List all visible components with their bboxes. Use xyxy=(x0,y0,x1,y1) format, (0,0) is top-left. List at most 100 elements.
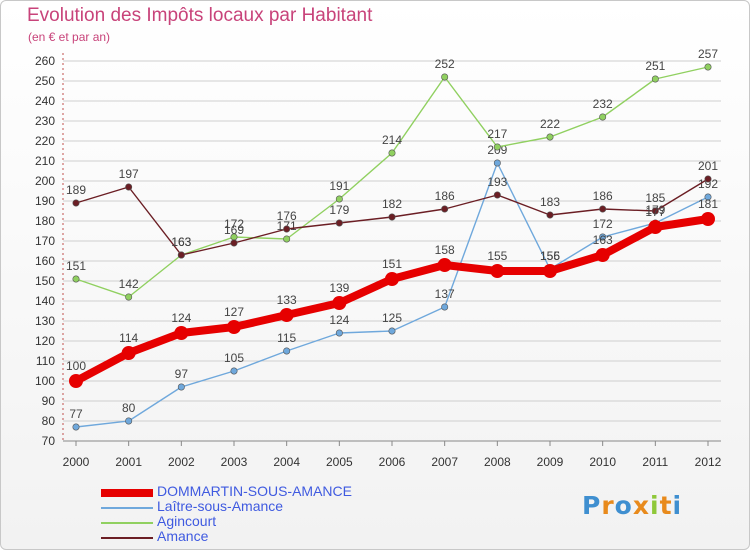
data-point xyxy=(441,73,449,81)
data-label: 142 xyxy=(119,277,139,291)
data-point xyxy=(388,213,396,221)
data-point xyxy=(701,212,715,226)
data-point xyxy=(72,423,80,431)
data-label: 172 xyxy=(593,217,613,231)
data-label: 183 xyxy=(540,195,560,209)
legend-label: Laître-sous-Amance xyxy=(157,498,284,514)
logo-letter: i xyxy=(672,491,683,520)
data-point xyxy=(385,272,399,286)
data-label: 155 xyxy=(540,249,560,263)
data-label: 217 xyxy=(487,127,507,141)
legend-label: Amance xyxy=(157,528,209,544)
data-label: 185 xyxy=(645,191,665,205)
data-point xyxy=(174,326,189,340)
data-label: 257 xyxy=(698,47,718,61)
data-point xyxy=(490,264,505,278)
data-label: 133 xyxy=(277,293,297,307)
logo-letter: t xyxy=(659,491,673,520)
data-point xyxy=(441,205,449,213)
x-tick-label: 2011 xyxy=(642,455,668,469)
data-point xyxy=(651,75,659,83)
x-tick-label: 2006 xyxy=(379,455,406,469)
data-point xyxy=(121,346,136,360)
legend-label: Agincourt xyxy=(157,513,217,529)
data-label: 179 xyxy=(329,203,349,217)
data-point xyxy=(651,207,659,215)
data-point xyxy=(283,235,291,243)
data-label: 151 xyxy=(382,257,402,271)
data-label: 100 xyxy=(66,359,86,373)
legend-swatch xyxy=(101,489,153,497)
data-point xyxy=(599,205,607,213)
data-label: 214 xyxy=(382,133,402,147)
data-label: 192 xyxy=(698,177,718,191)
y-tick-label: 210 xyxy=(35,154,55,168)
data-label: 177 xyxy=(645,205,665,219)
data-label: 251 xyxy=(645,59,665,73)
data-label: 197 xyxy=(119,167,139,181)
data-label: 189 xyxy=(66,183,86,197)
grid-lines xyxy=(63,60,721,442)
data-point xyxy=(283,225,291,233)
data-point xyxy=(69,374,83,388)
x-tick-label: 2001 xyxy=(115,455,142,469)
x-tick-label: 2000 xyxy=(63,455,90,469)
data-point xyxy=(599,233,607,241)
data-point xyxy=(230,239,238,247)
logo-letter: P xyxy=(582,491,602,520)
data-point xyxy=(441,303,449,311)
data-label: 115 xyxy=(277,331,296,345)
data-point xyxy=(546,211,554,219)
data-point xyxy=(125,417,133,425)
y-tick-label: 150 xyxy=(35,274,55,288)
data-point xyxy=(125,293,133,301)
data-label: 182 xyxy=(382,197,402,211)
logo-letter: x xyxy=(632,491,650,520)
data-point xyxy=(177,383,185,391)
data-label: 252 xyxy=(435,57,455,71)
x-tick-label: 2009 xyxy=(537,455,564,469)
data-label: 169 xyxy=(224,223,244,237)
data-label: 172 xyxy=(224,217,244,231)
x-tick-label: 2012 xyxy=(695,455,722,469)
y-tick-label: 220 xyxy=(35,134,55,148)
chart-subtitle: (en € et par an) xyxy=(28,30,111,44)
y-tick-label: 250 xyxy=(35,74,55,88)
data-point xyxy=(125,183,133,191)
data-point xyxy=(546,133,554,141)
y-tick-label: 100 xyxy=(35,374,55,388)
logo-letter: i xyxy=(650,491,660,520)
y-tick-label: 90 xyxy=(42,394,56,408)
data-label: 176 xyxy=(277,209,297,223)
data-point xyxy=(279,308,294,322)
y-tick-label: 230 xyxy=(35,114,55,128)
x-tick-label: 2007 xyxy=(431,455,458,469)
data-point xyxy=(335,195,343,203)
x-tick-label: 2005 xyxy=(326,455,353,469)
data-label: 139 xyxy=(329,281,349,295)
y-tick-label: 80 xyxy=(42,414,56,428)
y-tick-label: 70 xyxy=(42,434,56,448)
data-point xyxy=(230,367,238,375)
series-dommartin: 100 114 124 127 133 139 151 158 155 155 163 177 181 xyxy=(66,197,718,388)
data-point xyxy=(704,63,712,71)
data-point xyxy=(493,191,501,199)
legend-swatch xyxy=(101,522,153,524)
data-label: 114 xyxy=(119,331,138,345)
series-amance: 189 197 163 169 176 179 182 186 193 183 186 185 201 xyxy=(66,159,718,259)
data-label: 97 xyxy=(175,367,189,381)
data-label: 124 xyxy=(171,311,191,325)
logo-letter: r xyxy=(601,491,615,520)
y-tick-label: 240 xyxy=(35,94,55,108)
y-tick-label: 140 xyxy=(35,294,55,308)
data-label: 156 xyxy=(540,249,560,263)
y-tick-label: 160 xyxy=(35,254,55,268)
data-label: 181 xyxy=(698,197,718,211)
data-label: 191 xyxy=(329,179,349,193)
data-label: 127 xyxy=(224,305,244,319)
y-tick-label: 180 xyxy=(35,214,55,228)
data-point xyxy=(388,149,396,157)
data-label: 163 xyxy=(171,235,191,249)
x-tick-label: 2008 xyxy=(484,455,511,469)
